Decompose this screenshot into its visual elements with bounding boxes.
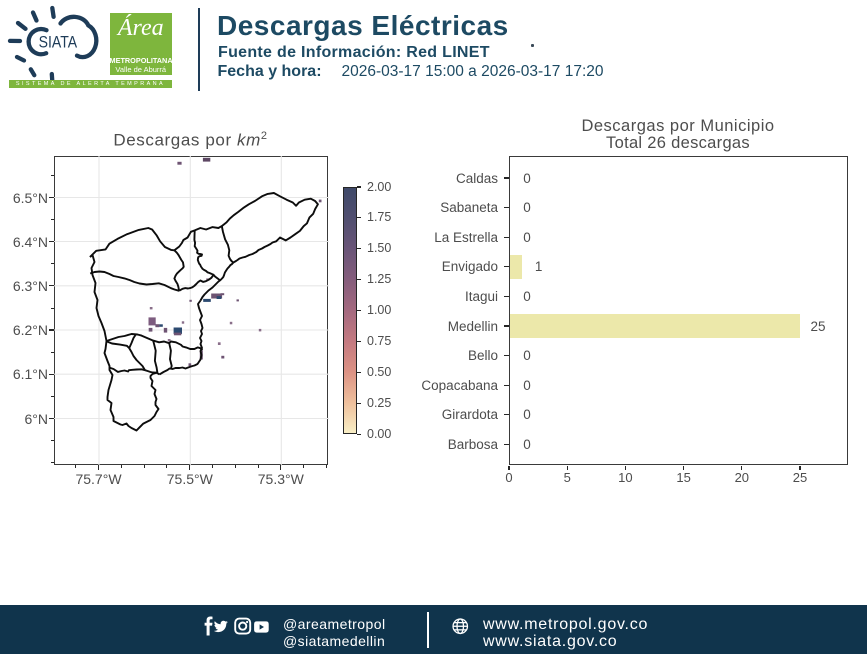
svg-text:SIATA: SIATA	[39, 32, 78, 51]
